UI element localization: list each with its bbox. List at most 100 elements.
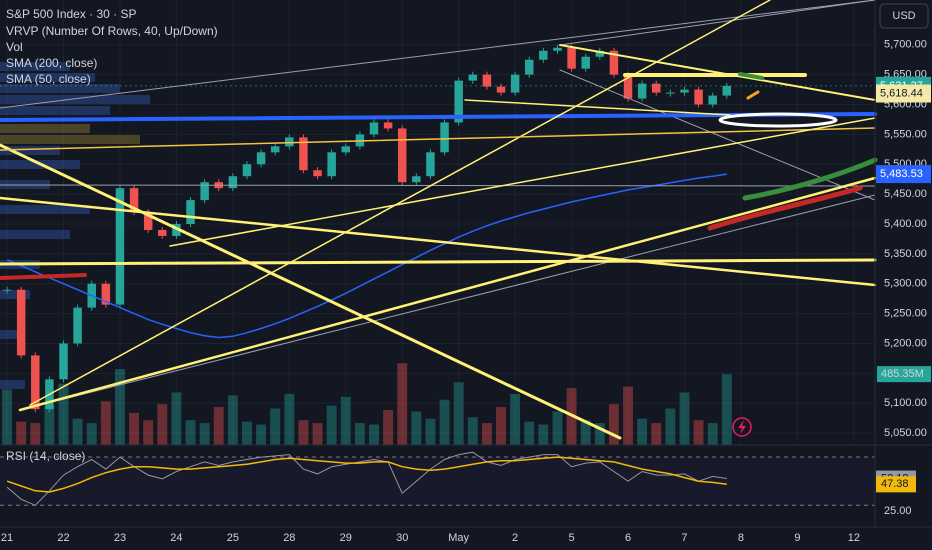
red-mark [707, 185, 863, 231]
y-tick-label: 5,050.00 [884, 427, 927, 439]
green-mark [742, 157, 878, 201]
candle [16, 289, 26, 356]
level-line [0, 258, 877, 266]
price-tag: 5,618.44 [880, 87, 923, 99]
volume-bar [199, 423, 210, 445]
candle [228, 176, 238, 189]
candle [143, 212, 153, 230]
price-tag-bg [876, 84, 931, 103]
volume-bar [383, 409, 394, 445]
volume-bar [651, 423, 662, 445]
candle [200, 182, 209, 201]
candle [581, 56, 590, 69]
y-tick-label: 5,200.00 [884, 337, 927, 349]
profile-row [0, 135, 140, 144]
candle [369, 122, 379, 135]
candle [708, 95, 717, 105]
volume-tag: 485.35M [881, 368, 924, 380]
volume-bar [100, 401, 111, 445]
circle-mark [718, 112, 838, 128]
orange-mark [746, 90, 760, 100]
candle [383, 122, 393, 129]
candle [623, 74, 633, 99]
candle [129, 188, 139, 213]
volume-bar [369, 424, 379, 445]
profile-row [0, 62, 70, 71]
profile-row [0, 73, 95, 82]
candle [256, 152, 266, 165]
y-tick-label: 5,250.00 [884, 307, 927, 319]
candle [2, 289, 12, 291]
volume-pane [2, 363, 732, 445]
event-icon-bolt [738, 420, 746, 434]
currency-button[interactable] [879, 3, 929, 29]
volume-bar [637, 418, 648, 445]
candle [299, 137, 308, 171]
sma-line [6, 173, 727, 339]
volume-bar [397, 363, 408, 445]
rsi-tick-label: 25.00 [884, 505, 912, 517]
volume-bar [340, 396, 351, 445]
candle [567, 47, 576, 69]
profile-row [0, 124, 90, 133]
x-tick-label: 5 [569, 532, 575, 544]
y-tick-label: 5,100.00 [884, 397, 927, 409]
x-tick-label: 9 [794, 532, 800, 544]
candle [496, 86, 506, 93]
candle [468, 74, 478, 81]
volume-bar [439, 399, 450, 445]
trend-line [464, 99, 731, 116]
volume-bar [425, 418, 436, 445]
x-tick-label: May [448, 532, 469, 544]
volume-bar [467, 417, 478, 445]
candle [59, 343, 68, 380]
volume-bar [72, 418, 83, 445]
volume-bar [2, 389, 12, 445]
y-tick-label: 5,300.00 [884, 278, 927, 290]
x-tick-label: 8 [738, 532, 744, 544]
x-tick-label: 23 [114, 532, 126, 544]
trend-line [0, 196, 877, 287]
y-tick-label: 5,450.00 [884, 188, 927, 200]
red-mark [0, 273, 87, 280]
candle [115, 188, 125, 305]
x-tick-label: 29 [340, 532, 352, 544]
candle [313, 170, 322, 177]
volume-bar [44, 405, 55, 445]
volume-bar [693, 420, 704, 445]
candle [482, 74, 492, 87]
profile-row [0, 230, 70, 239]
chart-title: S&P 500 Index · 30 · SP [6, 7, 137, 21]
indicator-label: SMA (50, close) [6, 72, 91, 86]
x-tick-label: 12 [848, 532, 860, 544]
rsi-background [0, 445, 875, 527]
candle [694, 89, 703, 105]
trend-line [29, 0, 771, 406]
trend-line [559, 44, 876, 101]
candle [73, 307, 82, 344]
trend-line [0, 127, 876, 151]
candle [553, 47, 562, 51]
trend-line [59, 194, 876, 401]
volume-bar [354, 423, 365, 445]
price-pane [0, 44, 875, 413]
volume-bar [298, 420, 309, 445]
volume-bar [608, 404, 619, 445]
volume-bar [594, 423, 605, 445]
candle [426, 152, 435, 177]
volume-bar [312, 423, 323, 445]
x-tick-label: 30 [396, 532, 408, 544]
y-tick-label: 5,550.00 [884, 128, 927, 140]
volume-bar [481, 423, 492, 445]
rsi-tag-bg [876, 476, 916, 493]
candle [454, 80, 463, 123]
rsi-title: RSI (14, close) [6, 449, 85, 463]
y-tick-label: 5,400.00 [884, 218, 927, 230]
volume-bar [665, 408, 676, 445]
candle [680, 89, 689, 93]
volume-bar [227, 395, 238, 445]
trend-line [169, 117, 876, 247]
candle [242, 164, 252, 177]
candle [652, 83, 661, 93]
